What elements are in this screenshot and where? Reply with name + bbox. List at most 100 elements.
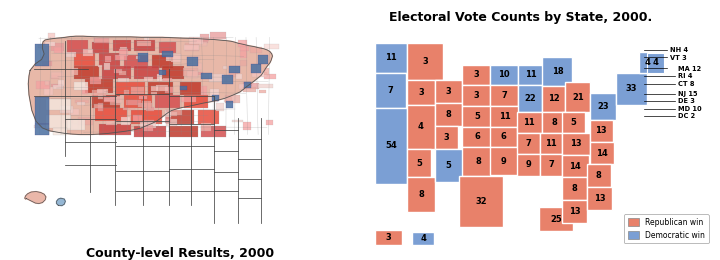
Bar xyxy=(222,75,233,84)
Bar xyxy=(239,84,251,89)
Bar xyxy=(142,101,150,109)
Text: MA 12: MA 12 xyxy=(678,66,701,72)
Bar xyxy=(166,56,171,61)
Bar xyxy=(46,99,71,110)
Bar xyxy=(69,109,78,115)
Bar xyxy=(50,43,64,51)
Bar xyxy=(34,125,45,128)
Bar xyxy=(99,95,103,99)
Bar xyxy=(243,81,251,88)
Text: 13: 13 xyxy=(594,194,606,203)
Bar xyxy=(51,72,63,78)
FancyBboxPatch shape xyxy=(462,106,493,127)
Bar xyxy=(106,121,117,125)
Bar xyxy=(117,82,145,95)
FancyBboxPatch shape xyxy=(565,82,590,112)
Text: 8: 8 xyxy=(418,190,424,199)
Text: 3: 3 xyxy=(444,133,449,142)
FancyBboxPatch shape xyxy=(590,120,613,142)
Text: 6: 6 xyxy=(500,133,507,141)
FancyBboxPatch shape xyxy=(587,164,611,187)
Bar xyxy=(232,120,243,122)
Bar xyxy=(201,73,212,79)
Bar xyxy=(140,121,156,128)
Text: DC 2: DC 2 xyxy=(678,113,696,119)
Bar xyxy=(151,86,158,91)
Bar xyxy=(192,72,203,75)
FancyBboxPatch shape xyxy=(412,232,434,245)
Bar xyxy=(50,84,63,87)
FancyBboxPatch shape xyxy=(407,105,435,149)
Bar xyxy=(186,57,200,60)
Text: 11: 11 xyxy=(523,118,535,127)
Bar xyxy=(95,108,127,121)
Bar xyxy=(105,56,111,62)
Text: 11: 11 xyxy=(499,112,511,121)
Bar xyxy=(212,95,219,101)
Text: 9: 9 xyxy=(501,157,507,166)
Bar xyxy=(126,100,140,105)
Bar xyxy=(138,103,152,107)
Bar xyxy=(165,87,174,93)
Bar xyxy=(201,86,207,95)
FancyBboxPatch shape xyxy=(435,80,462,103)
FancyBboxPatch shape xyxy=(542,112,566,133)
Bar xyxy=(224,97,232,102)
Polygon shape xyxy=(28,36,272,135)
Text: MD 10: MD 10 xyxy=(678,106,702,112)
Bar xyxy=(235,74,242,79)
Bar xyxy=(99,103,104,110)
Bar xyxy=(67,119,85,130)
FancyBboxPatch shape xyxy=(407,43,443,80)
FancyBboxPatch shape xyxy=(407,149,431,177)
Bar xyxy=(116,96,122,103)
FancyBboxPatch shape xyxy=(539,207,573,231)
Bar xyxy=(201,126,226,137)
Text: 5: 5 xyxy=(474,112,480,121)
Bar xyxy=(92,90,106,98)
Bar xyxy=(197,63,202,70)
Text: 13: 13 xyxy=(570,139,582,148)
Bar xyxy=(223,66,228,69)
Text: 3: 3 xyxy=(418,88,424,97)
FancyBboxPatch shape xyxy=(590,93,616,120)
Bar xyxy=(97,89,108,93)
Bar xyxy=(66,52,76,57)
Text: 8: 8 xyxy=(596,171,602,180)
Text: 5: 5 xyxy=(416,159,422,168)
Bar xyxy=(136,56,140,59)
Text: 21: 21 xyxy=(572,93,584,102)
Bar xyxy=(74,53,95,66)
Text: 12: 12 xyxy=(548,94,559,103)
Bar xyxy=(258,55,268,64)
Bar xyxy=(36,81,50,89)
Bar xyxy=(53,128,67,135)
Text: 4: 4 xyxy=(420,234,426,243)
Bar xyxy=(184,45,199,50)
Bar xyxy=(197,110,219,124)
Bar xyxy=(123,107,135,110)
Bar xyxy=(180,86,187,90)
FancyBboxPatch shape xyxy=(539,154,562,176)
Bar xyxy=(240,60,247,66)
Bar xyxy=(162,66,184,79)
Bar xyxy=(85,79,113,93)
Bar xyxy=(133,115,142,122)
Text: NJ 15: NJ 15 xyxy=(678,91,698,97)
Bar xyxy=(145,107,155,110)
FancyBboxPatch shape xyxy=(518,85,542,112)
Bar xyxy=(165,110,171,116)
Text: 32: 32 xyxy=(475,197,487,206)
FancyBboxPatch shape xyxy=(490,106,520,127)
Bar xyxy=(159,42,176,53)
Text: 13: 13 xyxy=(595,127,607,135)
FancyBboxPatch shape xyxy=(462,64,490,85)
Legend: Republican win, Democratic win: Republican win, Democratic win xyxy=(624,214,709,244)
Bar xyxy=(144,37,149,41)
Bar xyxy=(216,103,224,112)
Bar xyxy=(99,124,130,135)
FancyBboxPatch shape xyxy=(490,85,518,106)
Text: 4: 4 xyxy=(652,58,658,67)
Bar xyxy=(35,97,50,124)
Bar xyxy=(124,55,148,68)
